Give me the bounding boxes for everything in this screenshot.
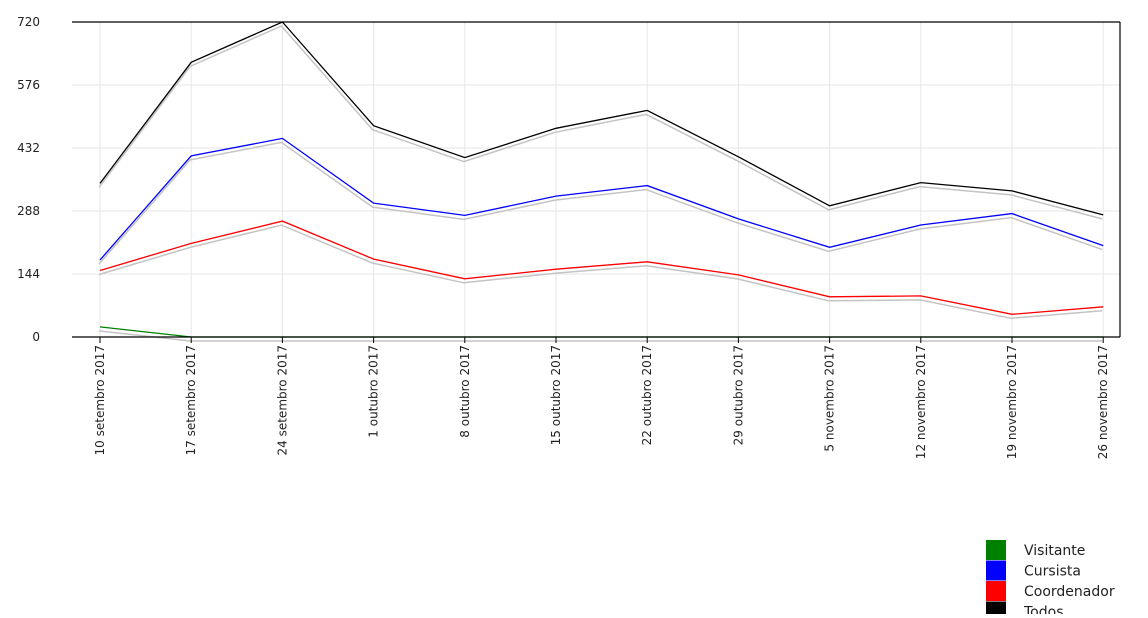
axes: 0 144 288 432 576 720 10 setembro 2017 17 setem… (17, 15, 1121, 459)
x-tick-label: 10 setembro 2017 (93, 345, 107, 455)
legend: Visitante Cursista Coordenador Todos (986, 540, 1115, 618)
series-line-visitante (99, 326, 1104, 338)
series-shadow-cursista (98, 141, 1103, 265)
y-tick-label: 432 (17, 141, 40, 155)
legend-swatch-visitante (986, 540, 1006, 560)
y-tick-label: 288 (17, 204, 40, 218)
legend-swatch-cursista (986, 560, 1006, 581)
y-tick-label: 720 (17, 15, 40, 29)
series-line-cursista (99, 137, 1104, 261)
gridlines (72, 21, 1120, 337)
x-tick-label: 22 outubro 2017 (640, 345, 654, 445)
x-tick-label: 29 outubro 2017 (731, 345, 745, 445)
legend-swatch-coordenador (986, 581, 1006, 601)
x-tick-label: 8 outubro 2017 (458, 345, 472, 438)
legend-label-todos: Todos (1023, 605, 1063, 615)
x-tick-label: 26 novembro 2017 (1096, 345, 1110, 459)
series-lines (99, 21, 1104, 338)
x-tick-label: 5 novembro 2017 (823, 345, 837, 452)
y-tick-label: 144 (17, 267, 40, 281)
x-tick-label: 17 setembro 2017 (184, 345, 198, 455)
x-tick-label: 19 novembro 2017 (1005, 345, 1019, 459)
series-shadow-coordenador (98, 224, 1103, 320)
legend-label-cursista: Cursista (1024, 564, 1081, 580)
legend-label-visitante: Visitante (1024, 543, 1085, 559)
series-line-todos (99, 21, 1104, 216)
series-shadows (98, 25, 1103, 342)
x-tick-label: 15 outubro 2017 (549, 345, 563, 445)
legend-swatch-todos (986, 601, 1006, 618)
y-tick-label: 0 (32, 330, 40, 344)
x-tick-label: 12 novembro 2017 (914, 345, 928, 459)
legend-label-coordenador: Coordenador (1024, 584, 1115, 600)
series-shadow-todos (98, 25, 1103, 220)
x-tick-label: 24 setembro 2017 (275, 345, 289, 455)
series-line-coordenador (99, 220, 1104, 315)
x-tick-label: 1 outubro 2017 (367, 345, 381, 438)
series-shadow-visitante (98, 330, 1103, 342)
y-tick-label: 576 (17, 78, 40, 92)
